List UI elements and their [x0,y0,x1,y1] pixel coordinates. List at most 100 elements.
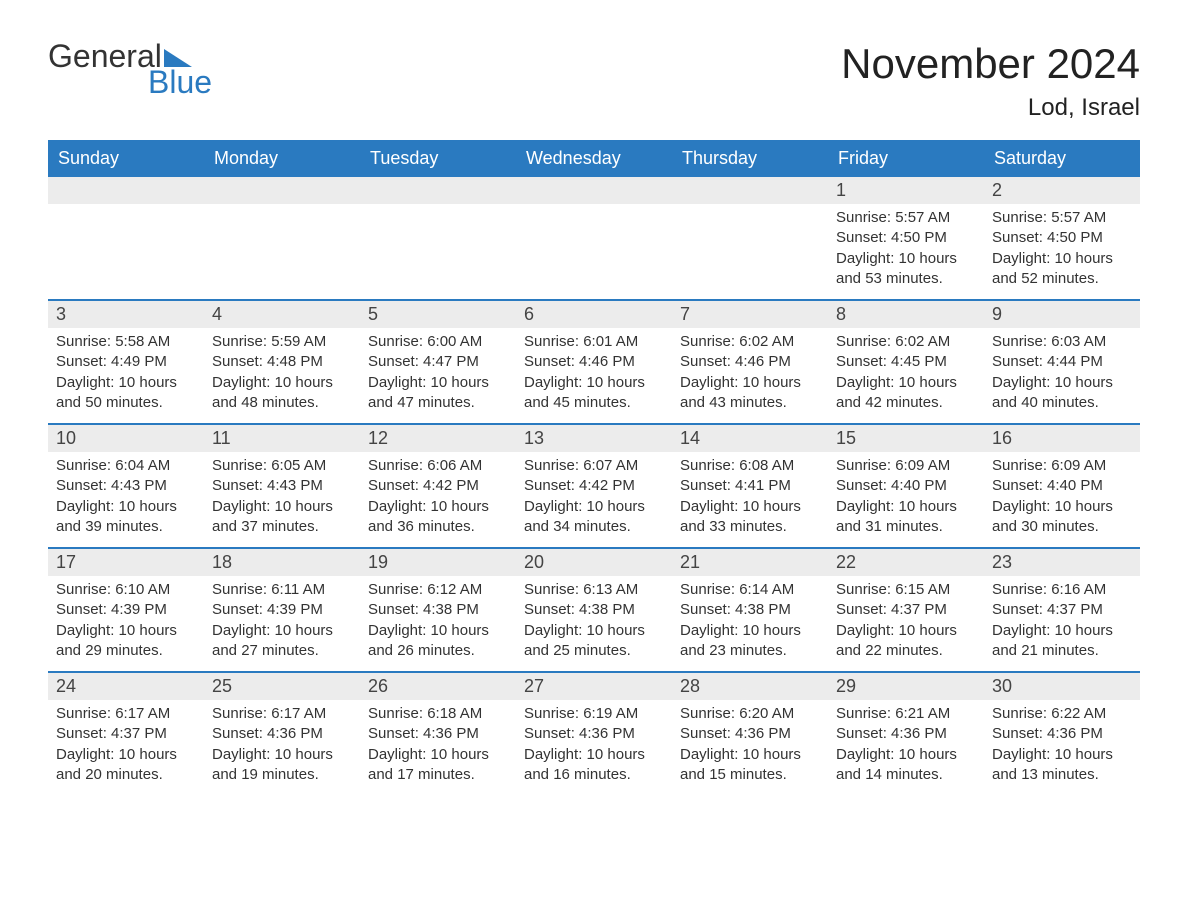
day-body: Sunrise: 6:11 AMSunset: 4:39 PMDaylight:… [204,576,360,671]
day-sunset: Sunset: 4:36 PM [368,724,508,744]
day-d1: Daylight: 10 hours [524,373,664,393]
header: General Blue November 2024 Lod, Israel [48,40,1140,122]
day-d2: and 25 minutes. [524,641,664,661]
day-sunset: Sunset: 4:50 PM [992,228,1132,248]
day-d2: and 31 minutes. [836,517,976,537]
day-sunrise: Sunrise: 6:01 AM [524,332,664,352]
week-row: 10Sunrise: 6:04 AMSunset: 4:43 PMDayligh… [48,423,1140,547]
day-body: Sunrise: 6:12 AMSunset: 4:38 PMDaylight:… [360,576,516,671]
day-d1: Daylight: 10 hours [836,249,976,269]
day-number: 16 [984,425,1140,452]
day-d2: and 37 minutes. [212,517,352,537]
day-d2: and 53 minutes. [836,269,976,289]
day-d1: Daylight: 10 hours [212,621,352,641]
day-d1: Daylight: 10 hours [56,497,196,517]
day-d2: and 36 minutes. [368,517,508,537]
day-d2: and 16 minutes. [524,765,664,785]
day-cell: 19Sunrise: 6:12 AMSunset: 4:38 PMDayligh… [360,549,516,671]
day-d1: Daylight: 10 hours [680,373,820,393]
day-body: Sunrise: 6:13 AMSunset: 4:38 PMDaylight:… [516,576,672,671]
day-cell: 24Sunrise: 6:17 AMSunset: 4:37 PMDayligh… [48,673,204,795]
day-cell: 17Sunrise: 6:10 AMSunset: 4:39 PMDayligh… [48,549,204,671]
day-d2: and 20 minutes. [56,765,196,785]
day-d1: Daylight: 10 hours [836,745,976,765]
day-cell: 1Sunrise: 5:57 AMSunset: 4:50 PMDaylight… [828,177,984,299]
day-sunset: Sunset: 4:36 PM [680,724,820,744]
day-cell: 6Sunrise: 6:01 AMSunset: 4:46 PMDaylight… [516,301,672,423]
day-sunset: Sunset: 4:49 PM [56,352,196,372]
day-number: 8 [828,301,984,328]
week-row: 24Sunrise: 6:17 AMSunset: 4:37 PMDayligh… [48,671,1140,795]
day-body: Sunrise: 6:02 AMSunset: 4:45 PMDaylight:… [828,328,984,423]
day-sunset: Sunset: 4:37 PM [56,724,196,744]
day-d2: and 17 minutes. [368,765,508,785]
day-d2: and 15 minutes. [680,765,820,785]
day-number: 20 [516,549,672,576]
day-d1: Daylight: 10 hours [836,621,976,641]
day-d2: and 52 minutes. [992,269,1132,289]
day-cell: 9Sunrise: 6:03 AMSunset: 4:44 PMDaylight… [984,301,1140,423]
day-cell: 10Sunrise: 6:04 AMSunset: 4:43 PMDayligh… [48,425,204,547]
day-sunset: Sunset: 4:42 PM [524,476,664,496]
day-sunset: Sunset: 4:39 PM [56,600,196,620]
day-number-empty [204,177,360,204]
day-number: 10 [48,425,204,452]
day-d2: and 40 minutes. [992,393,1132,413]
day-body: Sunrise: 6:21 AMSunset: 4:36 PMDaylight:… [828,700,984,795]
day-number: 30 [984,673,1140,700]
dow-cell: Saturday [984,140,1140,177]
day-cell: 26Sunrise: 6:18 AMSunset: 4:36 PMDayligh… [360,673,516,795]
week-row: 3Sunrise: 5:58 AMSunset: 4:49 PMDaylight… [48,299,1140,423]
day-sunrise: Sunrise: 6:12 AM [368,580,508,600]
day-d1: Daylight: 10 hours [368,621,508,641]
day-cell: 20Sunrise: 6:13 AMSunset: 4:38 PMDayligh… [516,549,672,671]
day-cell: 21Sunrise: 6:14 AMSunset: 4:38 PMDayligh… [672,549,828,671]
day-cell: 5Sunrise: 6:00 AMSunset: 4:47 PMDaylight… [360,301,516,423]
day-sunset: Sunset: 4:43 PM [212,476,352,496]
day-body: Sunrise: 6:16 AMSunset: 4:37 PMDaylight:… [984,576,1140,671]
day-body: Sunrise: 6:07 AMSunset: 4:42 PMDaylight:… [516,452,672,547]
day-sunset: Sunset: 4:47 PM [368,352,508,372]
logo: General Blue [48,40,212,98]
day-body: Sunrise: 6:20 AMSunset: 4:36 PMDaylight:… [672,700,828,795]
title-block: November 2024 Lod, Israel [841,40,1140,122]
month-title: November 2024 [841,40,1140,88]
day-number: 3 [48,301,204,328]
day-d2: and 29 minutes. [56,641,196,661]
calendar: SundayMondayTuesdayWednesdayThursdayFrid… [48,140,1140,795]
day-sunrise: Sunrise: 6:00 AM [368,332,508,352]
day-sunset: Sunset: 4:44 PM [992,352,1132,372]
logo-text-top: General [48,40,162,72]
dow-cell: Monday [204,140,360,177]
day-body: Sunrise: 6:01 AMSunset: 4:46 PMDaylight:… [516,328,672,423]
day-d1: Daylight: 10 hours [836,373,976,393]
day-number: 29 [828,673,984,700]
day-number-empty [48,177,204,204]
day-d1: Daylight: 10 hours [56,373,196,393]
day-number: 9 [984,301,1140,328]
day-d2: and 22 minutes. [836,641,976,661]
day-number: 28 [672,673,828,700]
day-sunrise: Sunrise: 6:05 AM [212,456,352,476]
day-sunset: Sunset: 4:40 PM [836,476,976,496]
day-cell [516,177,672,299]
logo-text-bottom: Blue [148,66,212,98]
day-d2: and 45 minutes. [524,393,664,413]
day-cell: 8Sunrise: 6:02 AMSunset: 4:45 PMDaylight… [828,301,984,423]
dow-row: SundayMondayTuesdayWednesdayThursdayFrid… [48,140,1140,177]
day-sunrise: Sunrise: 6:14 AM [680,580,820,600]
day-cell [204,177,360,299]
day-cell: 18Sunrise: 6:11 AMSunset: 4:39 PMDayligh… [204,549,360,671]
day-sunset: Sunset: 4:37 PM [836,600,976,620]
day-body: Sunrise: 6:17 AMSunset: 4:36 PMDaylight:… [204,700,360,795]
day-sunrise: Sunrise: 6:08 AM [680,456,820,476]
day-number: 24 [48,673,204,700]
day-d1: Daylight: 10 hours [992,621,1132,641]
day-sunrise: Sunrise: 6:13 AM [524,580,664,600]
day-sunrise: Sunrise: 5:57 AM [836,208,976,228]
day-cell: 23Sunrise: 6:16 AMSunset: 4:37 PMDayligh… [984,549,1140,671]
day-body: Sunrise: 6:19 AMSunset: 4:36 PMDaylight:… [516,700,672,795]
day-number: 13 [516,425,672,452]
day-cell: 30Sunrise: 6:22 AMSunset: 4:36 PMDayligh… [984,673,1140,795]
day-number: 12 [360,425,516,452]
